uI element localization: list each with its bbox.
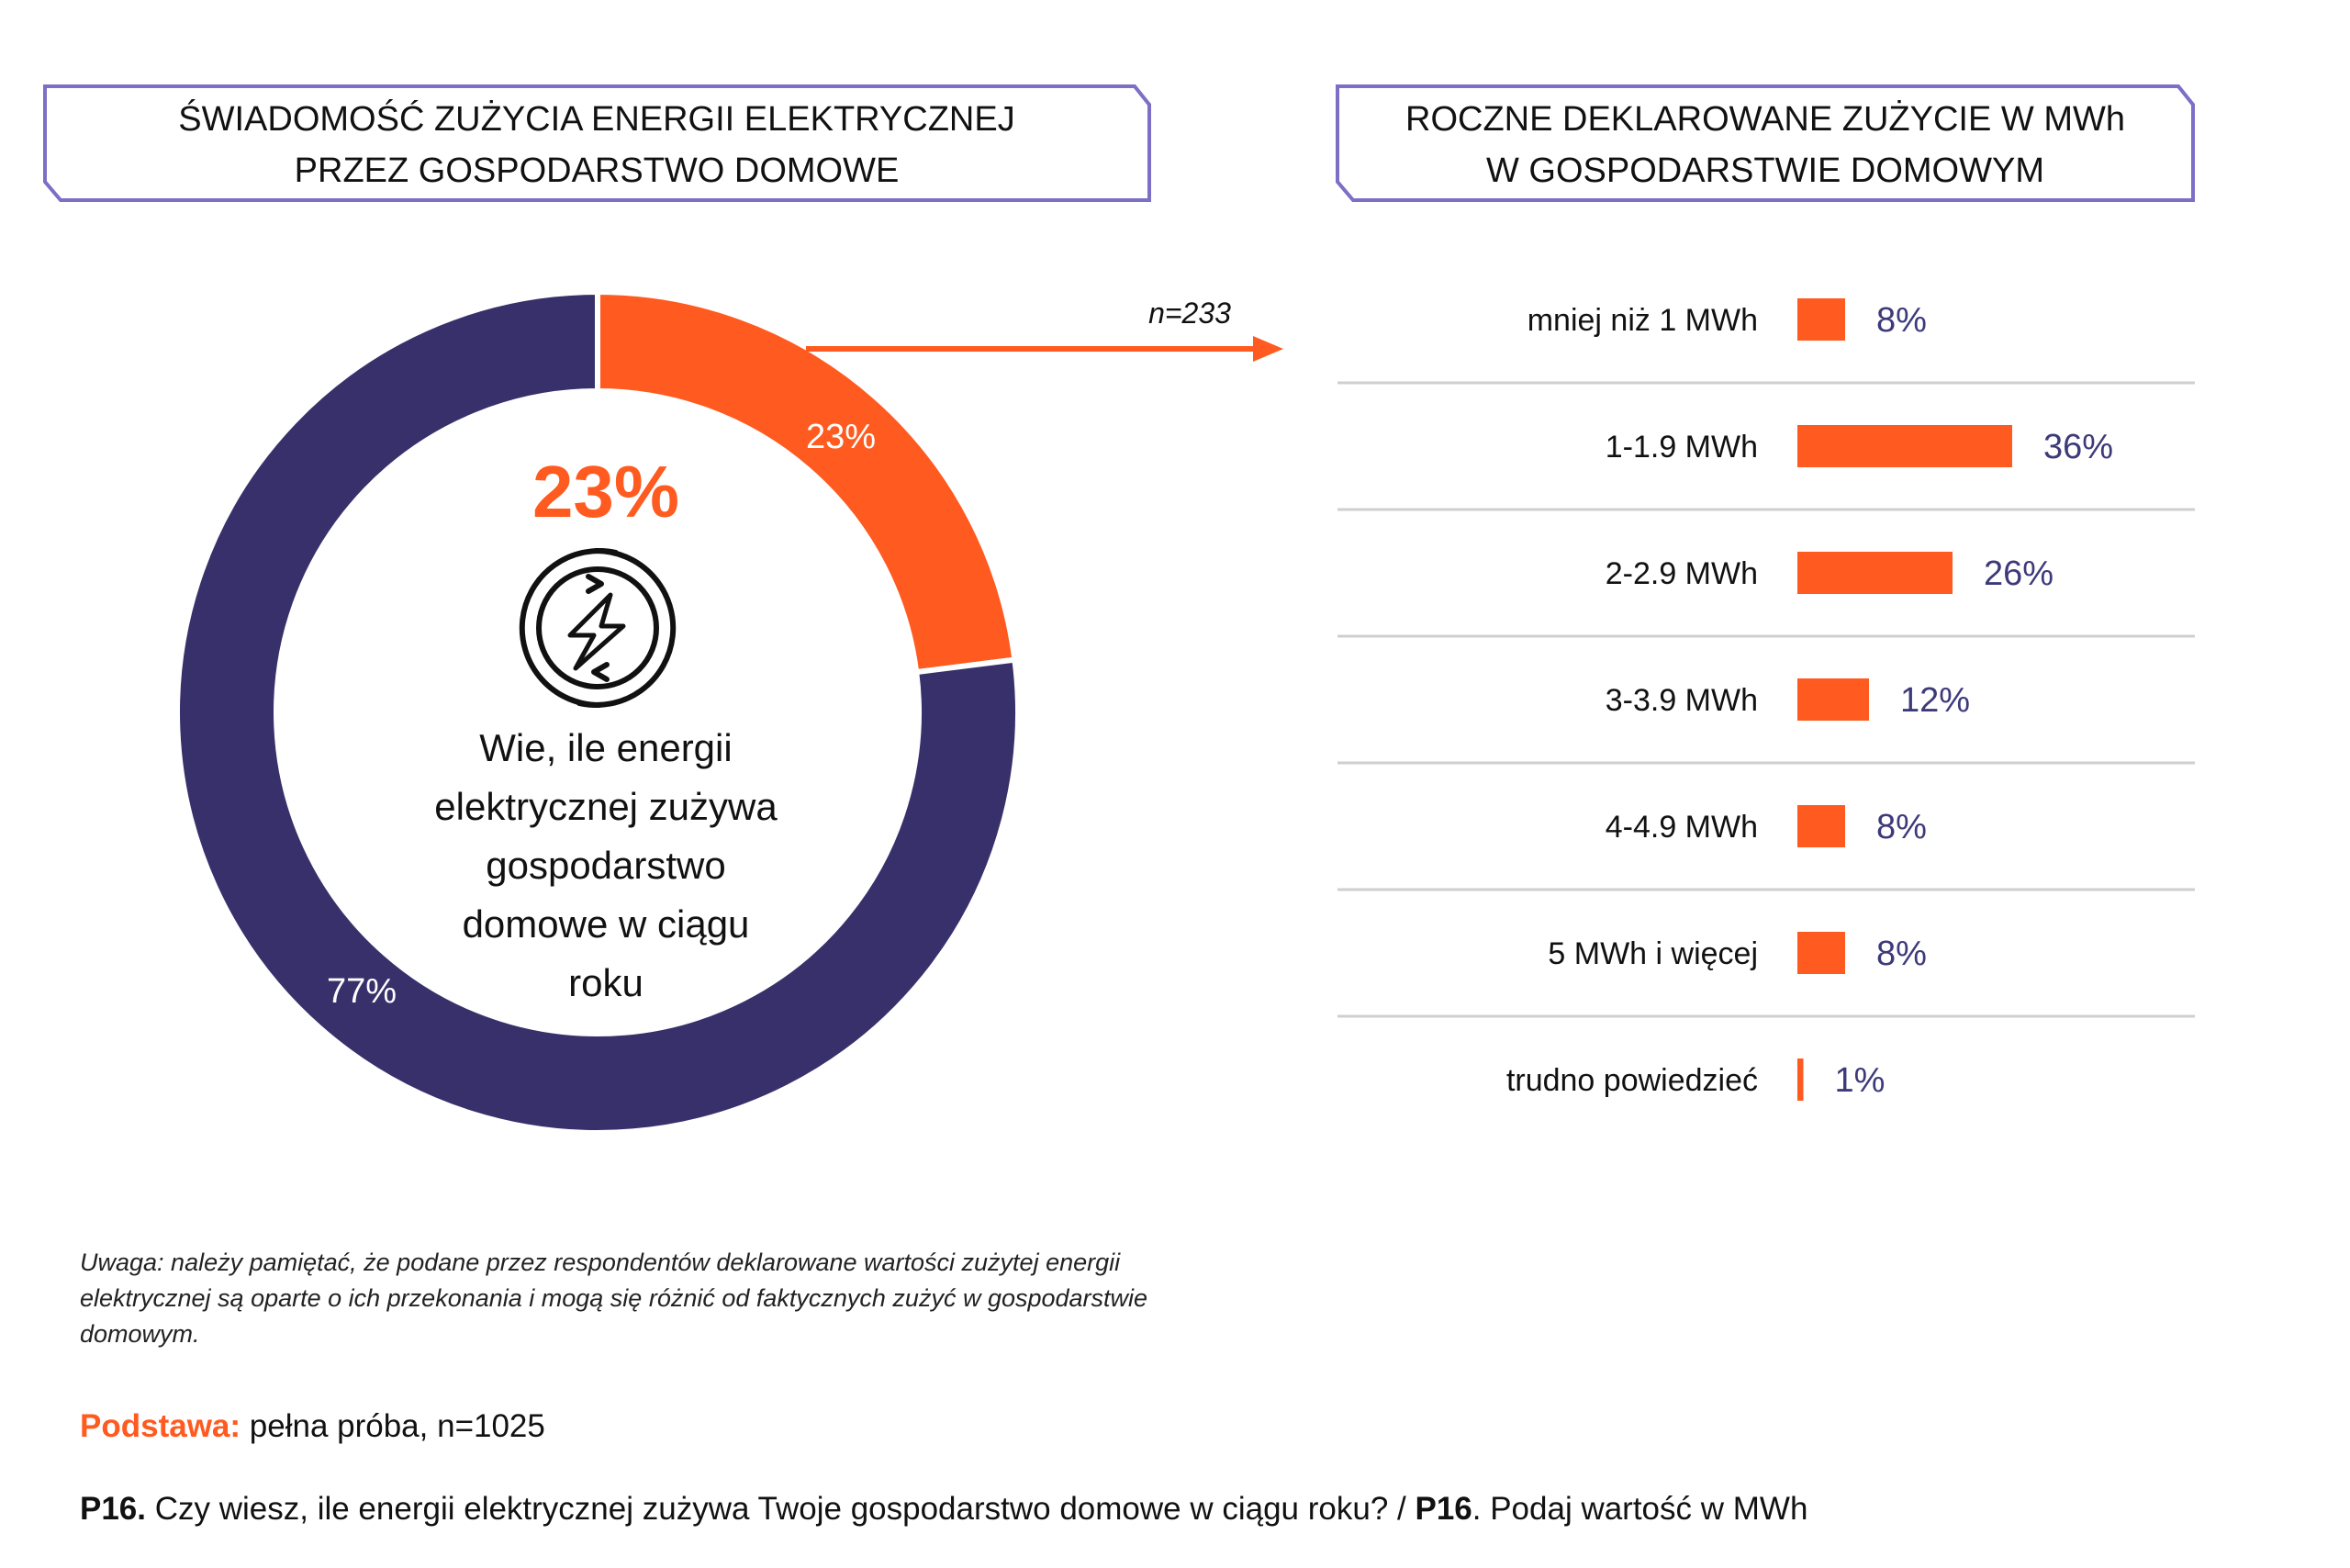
base-info: Podstawa: pełna próba, n=1025 [80,1408,545,1444]
bar-category-label: 5 MWh i więcej [1548,936,1758,971]
footnote: Uwaga: należy pamiętać, że podane przez … [80,1249,1147,1348]
left-title-line-1: ŚWIADOMOŚĆ ZUŻYCIA ENERGII ELEKTRYCZNEJ [178,97,1014,139]
note-line: domowym. [80,1320,200,1348]
bar-category-label: 1-1.9 MWh [1606,430,1758,465]
connector-arrow [806,336,1283,362]
arrow-head-icon [1253,336,1283,362]
bar-value-label: 8% [1876,301,1927,340]
bar [1797,805,1845,847]
bar-value-label: 12% [1900,681,1970,720]
question-text: . Podaj wartość w MWh [1472,1491,1808,1527]
donut-chart [174,288,1021,1136]
base-label: Podstawa: [80,1408,241,1444]
center-value: 23% [532,451,679,532]
bar-value-label: 26% [1984,554,2053,593]
bar-value-label: 1% [1835,1061,1886,1100]
bar [1797,552,1953,594]
bar-category-label: trudno powiedzieć [1506,1063,1758,1098]
left-title-line-2: PRZEZ GOSPODARSTWO DOMOWE [295,151,900,190]
slice-label-23: 23% [806,418,876,456]
donut-slice-23 [595,288,1018,676]
center-text-line: elektrycznej zużywa [434,785,778,828]
bar [1797,298,1845,341]
right-title-line-2: W GOSPODARSTWIE DOMOWYM [1486,151,2044,190]
bar-category-label: mniej niż 1 MWh [1528,303,1758,338]
slice-label-77: 77% [327,972,397,1011]
bar-value-label: 8% [1876,935,1927,973]
base-text: pełna próba, n=1025 [241,1408,545,1444]
energy-cycle-bolt-icon [519,547,677,709]
bar [1797,678,1869,721]
bar-category-label: 3-3.9 MWh [1606,683,1758,718]
bar [1797,425,2012,467]
note-line: Uwaga: należy pamiętać, że podane przez … [80,1249,1121,1276]
bar-chart: mniej niż 1 MWh 8% 1-1.9 MWh 36% 2-2.9 MWh 26… [1337,298,2195,1101]
bar-value-label: 36% [2043,428,2113,466]
question-code: P16. [80,1491,146,1527]
center-text-line: roku [568,961,643,1004]
right-title-box: ROCZNE DEKLAROWANE ZUŻYCIE W MWh W GOSPO… [1336,84,2195,202]
right-title-line-1: ROCZNE DEKLAROWANE ZUŻYCIE W MWh [1405,99,2125,139]
center-text-line: gospodarstwo [486,844,726,887]
note-line: elektrycznej są oparte o ich przekonania… [80,1284,1147,1312]
sample-size-label: n=233 [1148,297,1231,330]
donut-slice-77 [174,288,1021,1136]
center-description: Wie, ile energii elektrycznej zużywa gos… [434,726,778,1004]
bar-category-label: 4-4.9 MWh [1606,810,1758,845]
bar [1797,932,1845,974]
left-title-box: ŚWIADOMOŚĆ ZUŻYCIA ENERGII ELEKTRYCZNEJ … [43,84,1151,202]
bar-category-label: 2-2.9 MWh [1606,556,1758,591]
bar [1797,1058,1804,1101]
center-text-line: domowe w ciągu [463,902,750,946]
question-text: Czy wiesz, ile energii elektrycznej zuży… [146,1491,1415,1527]
question-info: P16. Czy wiesz, ile energii elektrycznej… [80,1491,1807,1527]
question-code: P16 [1415,1491,1472,1527]
bar-value-label: 8% [1876,808,1927,846]
center-text-line: Wie, ile energii [479,726,732,769]
